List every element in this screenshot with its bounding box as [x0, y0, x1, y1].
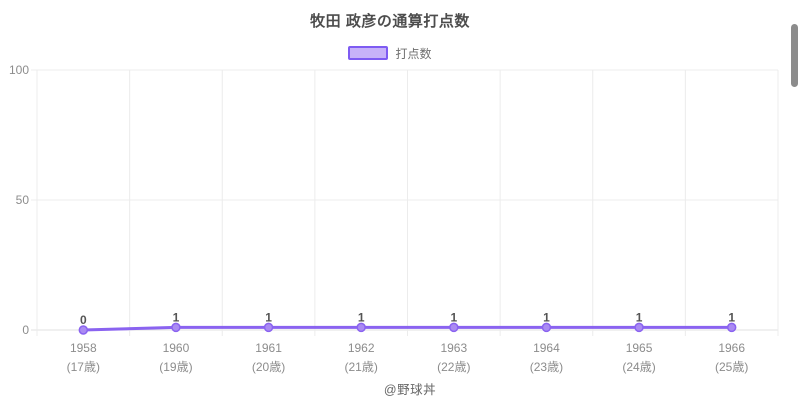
x-tick-age: (22歳) [437, 360, 470, 374]
x-tick-year: 1965 [626, 341, 653, 355]
x-tick-year: 1960 [163, 341, 190, 355]
x-tick-age: (17歳) [67, 360, 100, 374]
x-tick-age: (20歳) [252, 360, 285, 374]
x-tick-age: (21歳) [345, 360, 378, 374]
x-tick-year: 1964 [533, 341, 560, 355]
x-tick-year: 1962 [348, 341, 375, 355]
value-label: 0 [80, 313, 87, 327]
y-tick-label: 50 [16, 193, 30, 207]
data-point[interactable] [449, 322, 459, 333]
data-point[interactable] [78, 325, 89, 335]
footer-credit: @野球丼 [383, 383, 437, 397]
y-tick-label: 100 [9, 63, 29, 77]
data-point[interactable] [541, 322, 552, 333]
value-label: 1 [265, 310, 272, 324]
series-line [81, 325, 734, 332]
y-tick-label: 0 [22, 323, 29, 337]
data-point[interactable] [634, 322, 644, 333]
data-point[interactable] [171, 322, 181, 333]
x-tick-year: 1963 [440, 341, 467, 355]
data-point[interactable] [726, 322, 737, 333]
value-label: 1 [173, 310, 180, 324]
legend[interactable]: 打点数 [0, 44, 780, 62]
value-label: 1 [636, 310, 643, 324]
chart-title: 牧田 政彦の通算打点数 [310, 13, 470, 30]
legend-label: 打点数 [395, 46, 432, 61]
x-tick-age: (23歳) [530, 360, 563, 374]
x-tick-year: 1961 [255, 341, 282, 355]
value-label: 1 [543, 310, 550, 324]
data-point[interactable] [263, 322, 274, 333]
scrollbar-thumb[interactable] [791, 24, 798, 87]
legend-swatch [348, 46, 389, 60]
x-tick-age: (25歳) [715, 360, 748, 374]
x-tick-year: 1958 [70, 341, 97, 355]
data-point[interactable] [356, 322, 366, 333]
x-tick-year: 1966 [718, 341, 745, 355]
x-tick-age: (19歳) [159, 360, 192, 374]
x-tick-age: (24歳) [622, 360, 655, 374]
value-label: 1 [450, 310, 457, 324]
value-label: 1 [728, 310, 735, 324]
value-label: 1 [358, 310, 365, 324]
